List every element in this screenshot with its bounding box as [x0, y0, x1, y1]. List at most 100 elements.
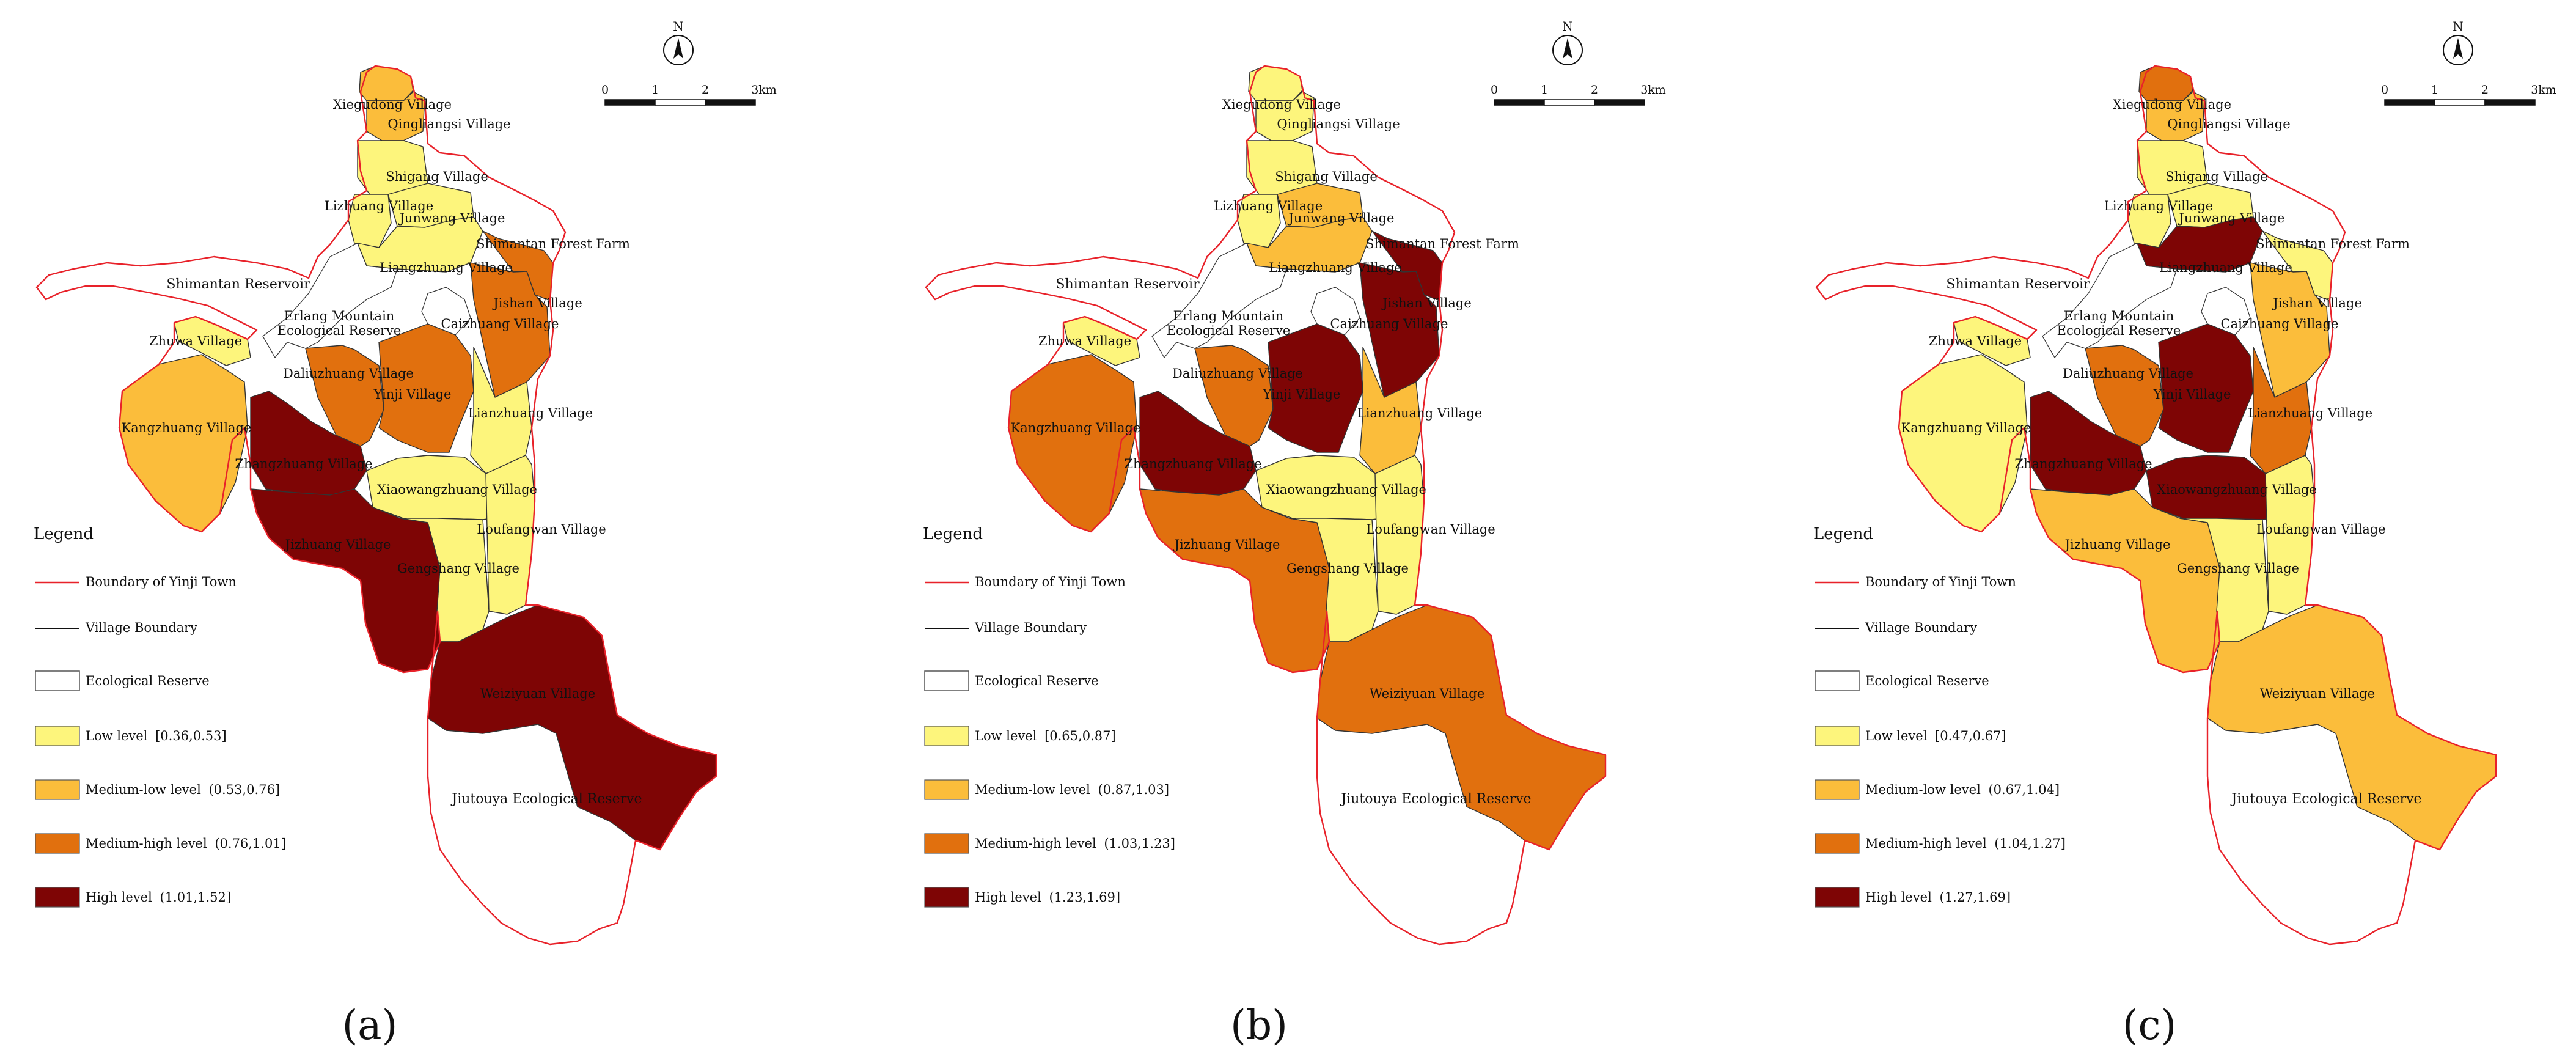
legend-level-1-range: (0.87,1.03]: [1098, 782, 1169, 797]
legend-level-0-swatch: [35, 726, 80, 746]
legend: Legend Boundary of Yinji Town Village Boun…: [923, 525, 1175, 908]
village-label-daliuzhuang: Daliuzhuang Village: [283, 366, 414, 381]
yinji-town-boundary: [925, 65, 1607, 946]
legend-level-3-label: High level (1.23,1.69]: [975, 890, 1120, 905]
village-daliuzhuang: [305, 345, 384, 447]
legend-level-3-range: (1.23,1.69]: [1049, 890, 1121, 905]
scale-label-3: 3km: [1640, 83, 1666, 97]
label-shimantan-forest-farm: Shimantan Forest Farm: [1365, 237, 1519, 251]
scale-label-3: 3km: [751, 83, 777, 97]
village-qingliangsi: [1255, 91, 1315, 141]
village-label-jizhuang: Jizhuang Village: [2064, 537, 2171, 552]
village-label-zhangzhuang: Zhangzhuang Village: [2014, 457, 2152, 471]
village-label-xiaowangzhuang: Xiaowangzhuang Village: [1266, 482, 1426, 497]
legend: Legend Boundary of Yinji Town Village Boun…: [1813, 525, 2066, 908]
north-arrow-icon: [663, 35, 694, 65]
panel-label-1: (a): [342, 1002, 398, 1049]
label-shimantan-forest-farm: Shimantan Forest Farm: [2256, 237, 2410, 251]
legend-boundary-label: Boundary of Yinji Town: [1865, 575, 2016, 589]
village-label-zhangzhuang: Zhangzhuang Village: [235, 457, 372, 471]
village-label-junwang: Junwang Village: [398, 211, 505, 226]
legend-village-boundary-label: Village Boundary: [85, 620, 197, 635]
legend-level-0-range: [0.47,0.67]: [1935, 729, 2006, 743]
jiutouya-reserve-area: [428, 718, 636, 944]
legend-level-2-label: Medium-high level (1.03,1.23]: [975, 836, 1175, 851]
legend-title: Legend: [1813, 525, 1873, 543]
village-label-liangzhuang: Liangzhuang Village: [2159, 260, 2292, 275]
label-jiutouya-reserve: Jiutouya Ecological Reserve: [450, 792, 642, 807]
label-jiutouya-reserve: Jiutouya Ecological Reserve: [2230, 792, 2421, 807]
legend-level-3-range: (1.01,1.52]: [160, 890, 232, 905]
village-liangzhuang: [1246, 216, 1373, 273]
scale-label-3: 3km: [2531, 83, 2556, 97]
legend-level-2-swatch: [924, 833, 969, 854]
village-yinji: [2158, 323, 2254, 453]
village-label-loufangwan: Loufangwan Village: [477, 522, 606, 537]
village-label-kangzhuang: Kangzhuang Village: [1011, 421, 1141, 435]
village-label-zhuwa: Zhuwa Village: [1929, 334, 2022, 348]
village-daliuzhuang: [1194, 345, 1274, 447]
scale-bar: 0 1 2 3km: [1491, 83, 1666, 106]
village-label-lianzhuang: Lianzhuang Village: [1357, 406, 1482, 421]
village-label-caizhuang: Caizhuang Village: [2221, 317, 2339, 331]
legend-reserve-swatch: [35, 670, 80, 691]
legend-level-2-swatch: [1815, 833, 1860, 854]
village-label-jizhuang: Jizhuang Village: [1173, 537, 1280, 552]
legend-village-boundary-label: Village Boundary: [974, 620, 1087, 635]
label-erlang-reserve-line-1: Erlang Mountain: [1173, 309, 1284, 323]
legend-level-2-range: (1.03,1.23]: [1104, 836, 1175, 851]
village-label-lianzhuang: Lianzhuang Village: [468, 406, 593, 421]
legend-level-3-label: High level (1.01,1.52]: [86, 890, 231, 905]
label-erlang-reserve-line-1: Erlang Mountain: [284, 309, 395, 323]
yinji-town-boundary: [1815, 65, 2497, 946]
village-label-shigang: Shigang Village: [2165, 169, 2268, 184]
legend-level-0-range: [0.65,0.87]: [1044, 729, 1116, 743]
village-label-gengshang: Gengshang Village: [1286, 561, 1409, 576]
scale-bar: 0 1 2 3km: [601, 83, 777, 106]
scale-label-1: 1: [651, 83, 659, 97]
legend: Legend Boundary of Yinji Town Village Boun…: [34, 525, 286, 908]
map-panel-1: Xiegudong Village Qingliangsi Village Shig…: [34, 19, 777, 1049]
north-label: N: [2453, 19, 2464, 34]
village-label-zhuwa: Zhuwa Village: [149, 334, 242, 348]
legend-village-boundary-label: Village Boundary: [1865, 620, 1977, 635]
village-label-daliuzhuang: Daliuzhuang Village: [1172, 366, 1303, 381]
legend-level-1-label: Medium-low level (0.67,1.04]: [1865, 782, 2060, 797]
label-erlang-reserve-line-1: Erlang Mountain: [2064, 309, 2174, 323]
map-panel-3: Xiegudong Village Qingliangsi Village Shig…: [1813, 19, 2556, 1049]
north-arrow-icon: [1552, 35, 1583, 65]
village-label-weiziyuan: Weiziyuan Village: [2260, 686, 2375, 701]
legend-reserve-label: Ecological Reserve: [1865, 674, 1989, 688]
village-label-loufangwan: Loufangwan Village: [2256, 522, 2385, 537]
village-label-jishan: Jishan Village: [492, 296, 582, 310]
legend-level-0-label: Low level [0.36,0.53]: [86, 729, 227, 743]
village-qingliangsi: [366, 91, 425, 141]
village-qingliangsi: [2146, 91, 2205, 141]
legend-level-1-swatch: [35, 779, 80, 800]
legend-level-1-swatch: [924, 779, 969, 800]
legend-title: Legend: [923, 525, 983, 543]
legend-level-3-swatch: [1815, 887, 1860, 908]
legend-level-1-range: (0.67,1.04]: [1988, 782, 2060, 797]
legend-level-1-swatch: [1815, 779, 1860, 800]
scale-label-1: 1: [2431, 83, 2438, 97]
legend-level-0-swatch: [1815, 726, 1860, 746]
legend-level-0-label: Low level [0.47,0.67]: [1865, 729, 2006, 743]
scale-label-0: 0: [1491, 83, 1498, 97]
village-label-yinji: Yinji Village: [2153, 387, 2231, 402]
village-label-gengshang: Gengshang Village: [2177, 561, 2299, 576]
village-label-daliuzhuang: Daliuzhuang Village: [2063, 366, 2193, 381]
map-panel-2: Xiegudong Village Qingliangsi Village Shig…: [923, 19, 1666, 1049]
village-label-zhangzhuang: Zhangzhuang Village: [1124, 457, 1261, 471]
legend-boundary-label: Boundary of Yinji Town: [86, 575, 237, 589]
village-label-junwang: Junwang Village: [2178, 211, 2285, 226]
legend-level-2-label: Medium-high level (1.04,1.27]: [1865, 836, 2066, 851]
village-label-junwang: Junwang Village: [1288, 211, 1395, 226]
village-label-qingliangsi: Qingliangsi Village: [387, 117, 510, 131]
village-label-kangzhuang: Kangzhuang Village: [122, 421, 252, 435]
village-kangzhuang: [119, 354, 248, 532]
legend-title: Legend: [34, 525, 94, 543]
village-label-shigang: Shigang Village: [386, 169, 488, 184]
legend-reserve-label: Ecological Reserve: [86, 674, 210, 688]
